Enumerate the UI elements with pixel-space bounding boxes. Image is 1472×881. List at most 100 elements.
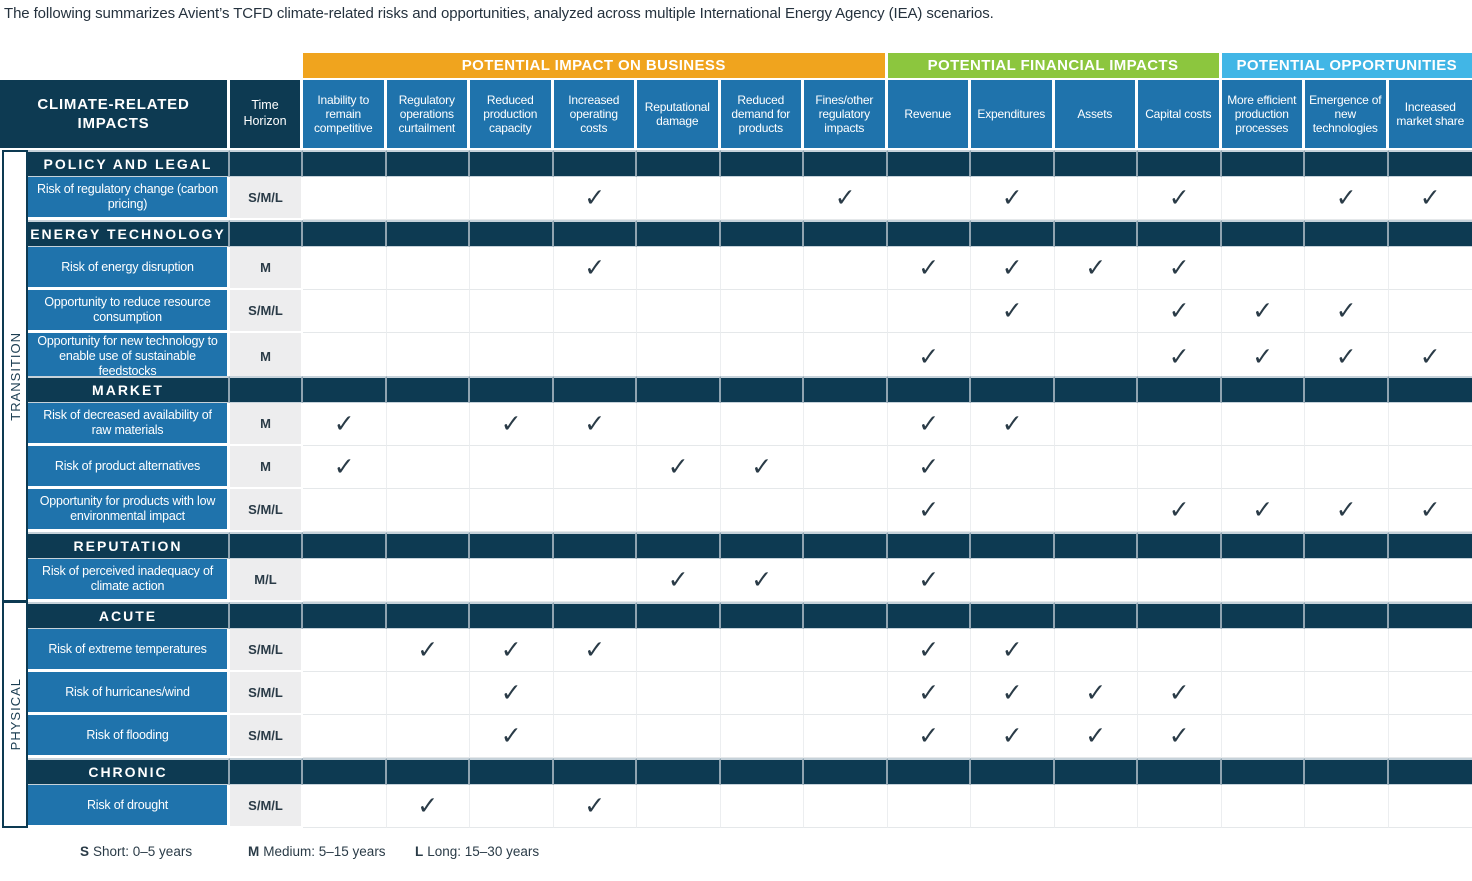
- check-cell: [303, 333, 387, 383]
- section-cell: [386, 758, 470, 785]
- check-cell: ✓: [386, 629, 470, 672]
- column-header-4: Increased operating costs: [553, 80, 637, 148]
- check-cell: ✓: [1388, 489, 1472, 532]
- section-row-0: POLICY AND LEGAL: [0, 150, 1472, 177]
- check-cell: [1054, 333, 1138, 383]
- check-cell: ✓: [553, 247, 637, 290]
- time-horizon-value: M: [230, 403, 303, 446]
- section-cell: [386, 376, 470, 403]
- check-cell: [303, 559, 387, 602]
- legend-medium-text: Medium: 5–15 years: [263, 844, 386, 859]
- time-horizon-header: Time Horizon: [230, 80, 303, 148]
- check-icon: ✓: [500, 635, 522, 664]
- section-label: REPUTATION: [28, 532, 230, 559]
- section-cell: [971, 532, 1055, 559]
- check-icon: ✓: [667, 565, 689, 594]
- impact-row-17: Risk of drought S/M/L ✓ ✓: [0, 785, 1472, 828]
- check-cell: ✓: [303, 446, 387, 489]
- check-cell: ✓: [1138, 247, 1222, 290]
- check-cell: [720, 177, 804, 220]
- check-cell: ✓: [386, 785, 470, 828]
- check-cell: [1305, 785, 1389, 828]
- section-cell: [887, 150, 971, 177]
- section-label: ACUTE: [28, 602, 230, 629]
- check-icon: ✓: [1168, 495, 1190, 524]
- check-cell: [971, 446, 1055, 489]
- section-cell: [1054, 376, 1138, 403]
- section-cell: [1054, 602, 1138, 629]
- section-cell: [553, 602, 637, 629]
- check-cell: [637, 177, 721, 220]
- check-cell: [1305, 715, 1389, 758]
- section-cell: [720, 376, 804, 403]
- section-cell: [386, 532, 470, 559]
- check-cell: ✓: [470, 672, 554, 715]
- check-icon: ✓: [834, 183, 856, 212]
- check-cell: [637, 489, 721, 532]
- check-icon: ✓: [1085, 678, 1107, 707]
- column-header-12: More efficient production processes: [1221, 80, 1305, 148]
- check-icon: ✓: [417, 635, 439, 664]
- check-cell: ✓: [1138, 177, 1222, 220]
- column-header-13: Emergence of new technologies: [1305, 80, 1389, 148]
- check-cell: [386, 715, 470, 758]
- check-cell: [720, 629, 804, 672]
- section-cell: [470, 532, 554, 559]
- section-cell: [386, 220, 470, 247]
- column-header-row: CLIMATE-RELATED IMPACTS Time Horizon Ina…: [0, 80, 1472, 148]
- check-icon: ✓: [1419, 342, 1441, 371]
- check-cell: ✓: [1388, 333, 1472, 383]
- check-cell: ✓: [553, 403, 637, 446]
- check-icon: ✓: [500, 721, 522, 750]
- check-icon: ✓: [1419, 183, 1441, 212]
- check-cell: ✓: [1305, 290, 1389, 333]
- section-cell: [971, 376, 1055, 403]
- check-cell: ✓: [720, 559, 804, 602]
- check-cell: [1221, 715, 1305, 758]
- column-header-6: Reduced demand for products: [720, 80, 804, 148]
- check-cell: [637, 403, 721, 446]
- check-cell: [470, 785, 554, 828]
- impact-row-14: Risk of hurricanes/wind S/M/L ✓ ✓ ✓ ✓ ✓: [0, 672, 1472, 715]
- check-cell: [553, 290, 637, 333]
- check-cell: [637, 247, 721, 290]
- check-cell: ✓: [1221, 333, 1305, 383]
- section-cell: [637, 602, 721, 629]
- time-horizon-value: S/M/L: [230, 177, 303, 220]
- check-cell: [804, 672, 888, 715]
- impact-row-1: Risk of regulatory change (carbon pricin…: [0, 177, 1472, 220]
- check-icon: ✓: [1419, 495, 1441, 524]
- check-cell: [720, 333, 804, 383]
- check-cell: ✓: [887, 559, 971, 602]
- check-cell: [1054, 489, 1138, 532]
- check-cell: [303, 177, 387, 220]
- check-cell: [303, 715, 387, 758]
- row-label: Risk of decreased availability of raw ma…: [28, 403, 230, 446]
- check-icon: ✓: [1168, 253, 1190, 282]
- check-cell: [720, 785, 804, 828]
- check-cell: [386, 489, 470, 532]
- check-icon: ✓: [1001, 183, 1023, 212]
- legend-long-key: L: [415, 844, 424, 859]
- section-cell: [386, 602, 470, 629]
- section-time-cell: [230, 602, 303, 629]
- section-cell: [303, 376, 387, 403]
- check-cell: ✓: [470, 629, 554, 672]
- check-cell: [1221, 446, 1305, 489]
- check-cell: [553, 446, 637, 489]
- check-cell: ✓: [470, 403, 554, 446]
- page-title: The following summarizes Avient’s TCFD c…: [4, 5, 994, 22]
- row-label: Risk of energy disruption: [28, 247, 230, 290]
- check-cell: [303, 672, 387, 715]
- check-cell: [1054, 785, 1138, 828]
- check-cell: [1388, 629, 1472, 672]
- check-cell: [1054, 559, 1138, 602]
- section-cell: [1138, 376, 1222, 403]
- check-cell: [470, 290, 554, 333]
- check-icon: ✓: [918, 635, 940, 664]
- check-cell: ✓: [1054, 672, 1138, 715]
- section-label: POLICY AND LEGAL: [28, 150, 230, 177]
- group-header-opportunities: POTENTIAL OPPORTUNITIES: [1221, 53, 1472, 78]
- column-header-9: Expenditures: [971, 80, 1055, 148]
- section-cell: [887, 220, 971, 247]
